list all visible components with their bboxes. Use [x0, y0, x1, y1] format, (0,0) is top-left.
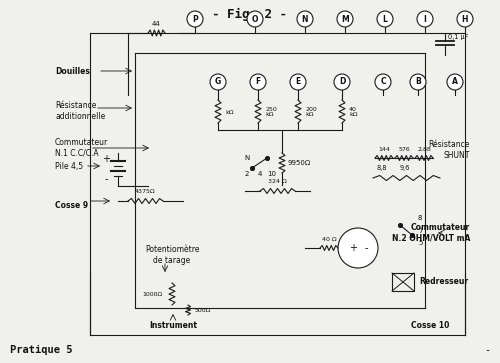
Text: Redresseur: Redresseur	[419, 277, 468, 286]
Circle shape	[187, 11, 203, 27]
Text: O: O	[252, 15, 258, 24]
Text: 8: 8	[418, 215, 422, 221]
Text: Commutateur
N.2 OHM/VOLT mA: Commutateur N.2 OHM/VOLT mA	[392, 223, 470, 243]
Text: N: N	[302, 15, 308, 24]
Text: G: G	[215, 77, 221, 86]
Circle shape	[457, 11, 473, 27]
Text: C: C	[380, 77, 386, 86]
Circle shape	[290, 74, 306, 90]
Text: 10: 10	[268, 171, 276, 177]
Circle shape	[247, 11, 263, 27]
Text: I: I	[424, 15, 426, 24]
Circle shape	[377, 11, 393, 27]
Text: 40
kΩ: 40 kΩ	[349, 107, 358, 117]
Text: 4375Ω: 4375Ω	[134, 189, 156, 194]
Circle shape	[210, 74, 226, 90]
Text: Pile 4,5: Pile 4,5	[55, 162, 83, 171]
Text: 1000Ω: 1000Ω	[143, 291, 163, 297]
Text: Résistance
additionnelle: Résistance additionnelle	[55, 101, 105, 121]
Circle shape	[334, 74, 350, 90]
Text: A: A	[452, 77, 458, 86]
Text: - Fig. 2 -: - Fig. 2 -	[212, 8, 288, 21]
Circle shape	[337, 11, 353, 27]
Text: B: B	[415, 77, 421, 86]
Text: Commutateur
N.1 C.C/C.A: Commutateur N.1 C.C/C.A	[55, 138, 108, 158]
Text: N: N	[244, 155, 250, 161]
Text: 2,88: 2,88	[417, 147, 431, 152]
Text: 40 Ω: 40 Ω	[322, 237, 336, 242]
Circle shape	[447, 74, 463, 90]
Text: 7: 7	[418, 228, 422, 234]
Text: 44: 44	[152, 21, 160, 27]
Text: kΩ: kΩ	[225, 110, 234, 114]
Text: 2: 2	[245, 171, 249, 177]
Text: Instrument: Instrument	[149, 321, 197, 330]
Text: 250
kΩ: 250 kΩ	[265, 107, 277, 117]
Text: D: D	[339, 77, 345, 86]
Circle shape	[375, 74, 391, 90]
Text: M: M	[341, 15, 349, 24]
Text: L: L	[382, 15, 388, 24]
Text: 200
kΩ: 200 kΩ	[305, 107, 317, 117]
Circle shape	[250, 74, 266, 90]
Text: 9950Ω: 9950Ω	[287, 160, 310, 166]
Text: 8,8: 8,8	[377, 165, 387, 171]
Text: Pratique 5: Pratique 5	[10, 345, 72, 355]
Text: -: -	[104, 174, 108, 184]
Text: 5: 5	[418, 240, 422, 246]
Text: 500Ω: 500Ω	[195, 307, 212, 313]
Text: -: -	[364, 243, 368, 253]
Text: -: -	[484, 345, 490, 355]
Text: Résistance
SHUNT: Résistance SHUNT	[428, 140, 470, 160]
Text: Douilles: Douilles	[55, 66, 90, 76]
Text: +: +	[102, 154, 110, 164]
Text: 4: 4	[258, 171, 262, 177]
Text: E: E	[296, 77, 300, 86]
Text: P: P	[192, 15, 198, 24]
Text: 576: 576	[398, 147, 410, 152]
Text: 0,1 µF: 0,1 µF	[448, 34, 468, 40]
Circle shape	[338, 228, 378, 268]
Text: 324 Ω: 324 Ω	[268, 179, 286, 184]
Text: F: F	[256, 77, 260, 86]
Circle shape	[417, 11, 433, 27]
Text: 9,6: 9,6	[400, 165, 410, 171]
Text: Cosse 9: Cosse 9	[55, 201, 88, 211]
Text: Cosse 10: Cosse 10	[411, 321, 449, 330]
Text: 144: 144	[378, 147, 390, 152]
Circle shape	[297, 11, 313, 27]
Bar	[392, 273, 414, 291]
Text: H: H	[462, 15, 468, 24]
Circle shape	[410, 74, 426, 90]
Text: Potentiomètre
de tarage: Potentiomètre de tarage	[145, 245, 199, 265]
Text: +: +	[349, 243, 357, 253]
